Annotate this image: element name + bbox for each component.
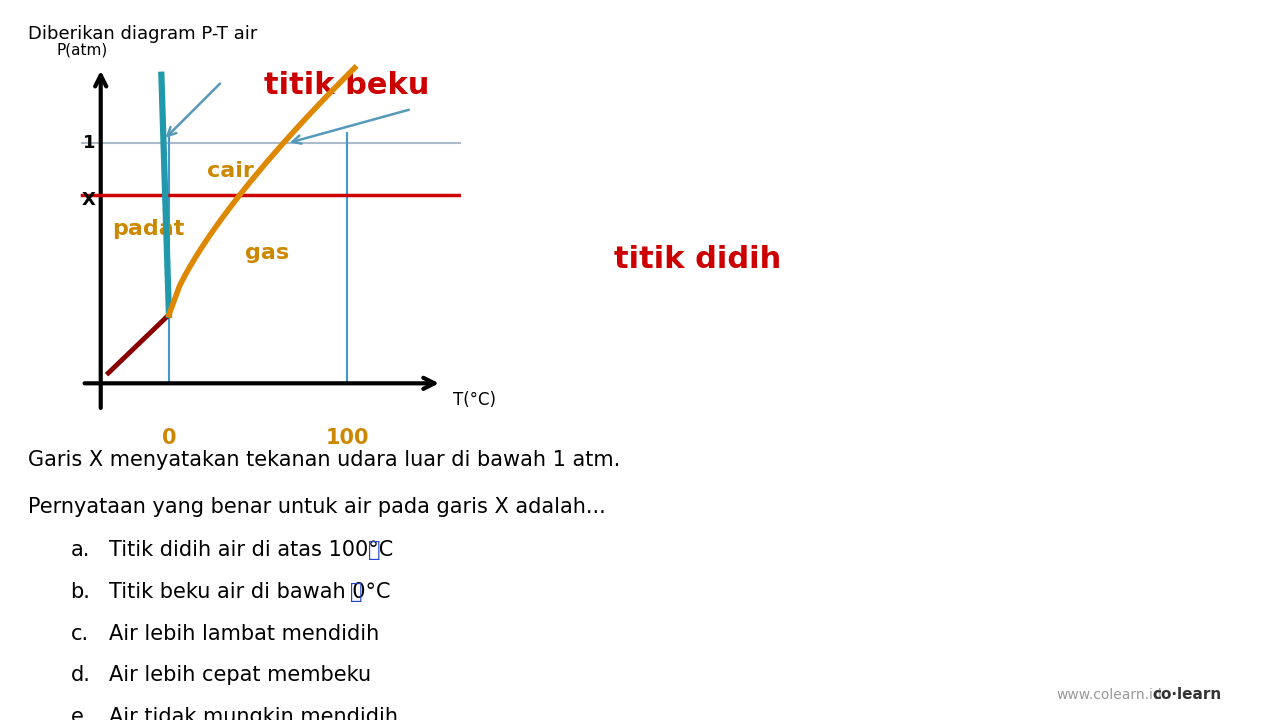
Text: e.: e. <box>70 707 90 720</box>
Text: a.: a. <box>70 540 90 560</box>
Text: 0: 0 <box>161 428 177 448</box>
Text: co·learn: co·learn <box>1152 687 1221 702</box>
Text: Garis X menyatakan tekanan udara luar di bawah 1 atm.: Garis X menyatakan tekanan udara luar di… <box>28 450 621 470</box>
Text: Air tidak mungkin mendidih: Air tidak mungkin mendidih <box>109 707 398 720</box>
Text: Pernyataan yang benar untuk air pada garis X adalah...: Pernyataan yang benar untuk air pada gar… <box>28 497 605 517</box>
Text: titik didih: titik didih <box>614 245 782 274</box>
Text: padat: padat <box>113 219 184 239</box>
Text: T(°C): T(°C) <box>453 392 497 410</box>
Text: Air lebih cepat membeku: Air lebih cepat membeku <box>109 665 371 685</box>
Text: gas: gas <box>244 243 289 263</box>
Text: www.colearn.id: www.colearn.id <box>1056 688 1162 702</box>
Text: Diberikan diagram P-T air: Diberikan diagram P-T air <box>28 25 257 43</box>
Text: Air lebih lambat mendidih: Air lebih lambat mendidih <box>109 624 379 644</box>
Text: d.: d. <box>70 665 91 685</box>
Text: b.: b. <box>70 582 91 602</box>
Text: cair: cair <box>207 161 253 181</box>
Text: P(atm): P(atm) <box>56 42 108 58</box>
Text: ❎: ❎ <box>367 540 380 560</box>
Text: Titik didih air di atas 100°C: Titik didih air di atas 100°C <box>109 540 393 560</box>
Text: 100: 100 <box>325 428 369 448</box>
Text: X: X <box>81 191 95 209</box>
Text: ❎: ❎ <box>351 582 362 602</box>
Text: c.: c. <box>70 624 88 644</box>
Text: 1: 1 <box>82 135 95 153</box>
Text: titik beku: titik beku <box>265 71 430 100</box>
Text: Titik beku air di bawah 0°C: Titik beku air di bawah 0°C <box>109 582 390 602</box>
